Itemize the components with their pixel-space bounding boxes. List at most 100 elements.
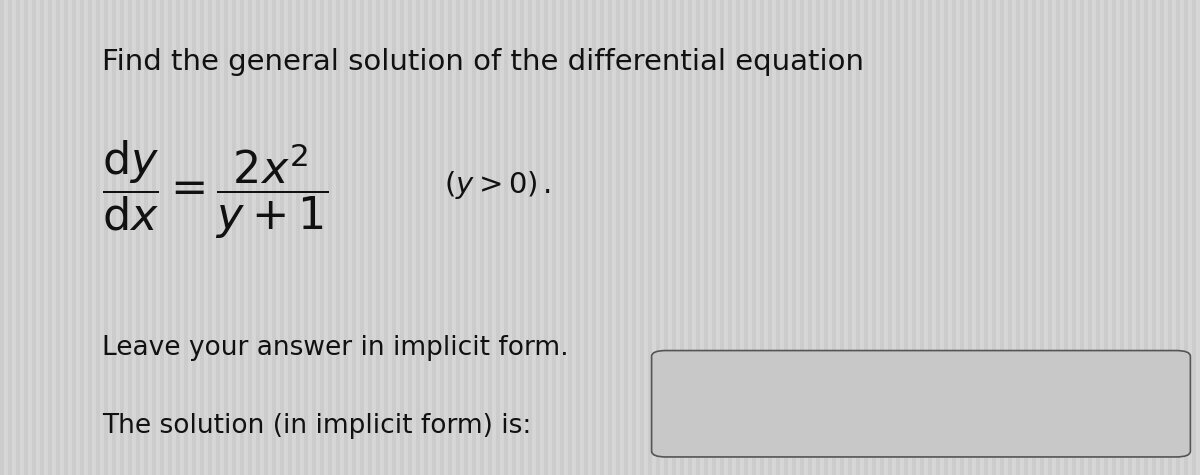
Bar [500, 0, 504, 475]
Bar [668, 0, 672, 475]
Bar [1056, 0, 1060, 475]
Bar [224, 0, 228, 475]
Bar [492, 0, 496, 475]
Bar [152, 0, 156, 475]
Bar [328, 0, 332, 475]
Bar [708, 0, 712, 475]
Bar [324, 0, 328, 475]
Bar [208, 0, 212, 475]
Bar [96, 0, 100, 475]
Bar [992, 0, 996, 475]
Bar [632, 0, 636, 475]
Bar [796, 0, 800, 475]
Bar [1080, 0, 1084, 475]
Bar [1116, 0, 1120, 475]
Bar [516, 0, 520, 475]
Text: $\dfrac{\mathrm{d}y}{\mathrm{d}x} = \dfrac{2x^2}{y+1}$: $\dfrac{\mathrm{d}y}{\mathrm{d}x} = \dfr… [102, 139, 328, 241]
Bar [12, 0, 16, 475]
Bar [296, 0, 300, 475]
Bar [872, 0, 876, 475]
Bar [1120, 0, 1124, 475]
Bar [24, 0, 28, 475]
Bar [696, 0, 700, 475]
Bar [864, 0, 868, 475]
Bar [936, 0, 940, 475]
Bar [1068, 0, 1072, 475]
Bar [760, 0, 764, 475]
Bar [672, 0, 676, 475]
Bar [348, 0, 352, 475]
Bar [364, 0, 368, 475]
Bar [876, 0, 880, 475]
Bar [824, 0, 828, 475]
Bar [832, 0, 836, 475]
Bar [380, 0, 384, 475]
Bar [800, 0, 804, 475]
Bar [732, 0, 736, 475]
Bar [372, 0, 376, 475]
Bar [464, 0, 468, 475]
Bar [244, 0, 248, 475]
Bar [1152, 0, 1156, 475]
Bar [84, 0, 88, 475]
Bar [420, 0, 424, 475]
Bar [964, 0, 968, 475]
Bar [32, 0, 36, 475]
Bar [1148, 0, 1152, 475]
Bar [180, 0, 184, 475]
Bar [408, 0, 412, 475]
Bar [344, 0, 348, 475]
Bar [1000, 0, 1004, 475]
Bar [928, 0, 932, 475]
Bar [428, 0, 432, 475]
Bar [584, 0, 588, 475]
Bar [236, 0, 240, 475]
Bar [320, 0, 324, 475]
Bar [748, 0, 752, 475]
Bar [252, 0, 256, 475]
Bar [980, 0, 984, 475]
Bar [852, 0, 856, 475]
Bar [112, 0, 116, 475]
Bar [1184, 0, 1188, 475]
Bar [784, 0, 788, 475]
Bar [192, 0, 196, 475]
Bar [816, 0, 820, 475]
Bar [1084, 0, 1088, 475]
Bar [260, 0, 264, 475]
Bar [144, 0, 148, 475]
Bar [640, 0, 644, 475]
Bar [956, 0, 960, 475]
Bar [1172, 0, 1176, 475]
Bar [588, 0, 592, 475]
Bar [72, 0, 76, 475]
Bar [168, 0, 172, 475]
Bar [64, 0, 68, 475]
Bar [968, 0, 972, 475]
Bar [680, 0, 684, 475]
Bar [520, 0, 524, 475]
Bar [268, 0, 272, 475]
Bar [1004, 0, 1008, 475]
Bar [884, 0, 888, 475]
Bar [120, 0, 124, 475]
Bar [756, 0, 760, 475]
Bar [476, 0, 480, 475]
Bar [652, 0, 656, 475]
Bar [628, 0, 632, 475]
Text: Leave your answer in implicit form.: Leave your answer in implicit form. [102, 335, 569, 361]
Bar [904, 0, 908, 475]
Bar [624, 0, 628, 475]
Bar [848, 0, 852, 475]
Bar [716, 0, 720, 475]
Bar [288, 0, 292, 475]
Bar [1180, 0, 1184, 475]
Bar [1096, 0, 1100, 475]
Bar [228, 0, 232, 475]
Bar [808, 0, 812, 475]
Bar [644, 0, 648, 475]
Bar [376, 0, 380, 475]
Bar [1100, 0, 1104, 475]
Bar [196, 0, 200, 475]
Bar [728, 0, 732, 475]
